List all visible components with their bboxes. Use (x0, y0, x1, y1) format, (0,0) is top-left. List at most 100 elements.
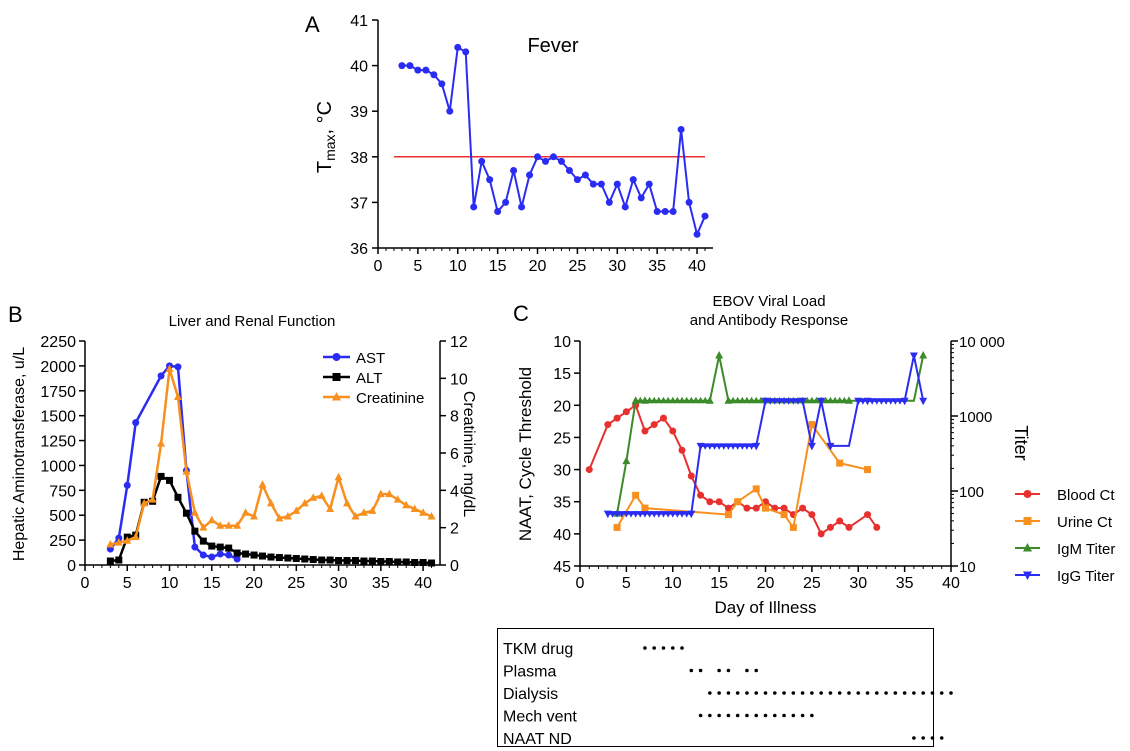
data-point-blood-ct (678, 446, 686, 454)
timeline-dot (745, 668, 749, 673)
y-tick-label: 20 (553, 398, 571, 415)
x-tick-label: 10 (664, 575, 682, 592)
data-point-alt (377, 558, 385, 566)
data-point-creatinine (376, 489, 385, 498)
panel-c-chart: C EBOV Viral Load and Antibody Response 10 1… (513, 293, 1115, 617)
data-point-igg-titer (710, 443, 718, 450)
data-point-creatinine (148, 495, 157, 503)
data-point-blood-ct (706, 498, 714, 506)
data-point-igg-titer (655, 511, 663, 518)
data-point-igg-titer (789, 398, 797, 405)
timeline-dot (949, 691, 953, 695)
data-point-igg-titer (678, 511, 686, 518)
data-point-ast (233, 555, 241, 563)
timeline-dot (800, 691, 805, 695)
x-tick-label: 35 (648, 258, 666, 275)
data-point-igg-titer (882, 398, 890, 405)
temperature-point (629, 176, 637, 184)
data-point-igm-titer (738, 396, 746, 404)
data-point-creatinine (173, 392, 182, 400)
timeline-dot (865, 691, 870, 695)
data-point-alt (368, 557, 376, 565)
timeline-dot (735, 713, 740, 718)
y2-tick-label: 100 (959, 484, 984, 501)
temperature-point (645, 180, 653, 188)
timeline-dot (856, 691, 861, 695)
panel-label-a: A (305, 12, 320, 37)
data-point-blood-ct (687, 472, 695, 480)
temperature-point (462, 48, 470, 56)
data-point-creatinine (368, 506, 377, 514)
data-point-igg-titer (873, 398, 881, 405)
data-point-igg-titer (627, 511, 635, 518)
data-point-creatinine (140, 498, 149, 507)
timeline-dot (745, 713, 749, 718)
data-point-igm-titer (836, 396, 844, 404)
data-point-blood-ct (622, 408, 630, 416)
data-point-igg-titer (887, 398, 895, 405)
timeline-label: Dialysis (503, 686, 558, 703)
temperature-point (661, 208, 669, 216)
timeline-dot (745, 691, 749, 695)
data-point-igg-titer (896, 398, 904, 405)
data-point-igg-titer (817, 397, 826, 406)
timeline-dot (735, 691, 740, 695)
panel-b-chart: B Liver and Renal Function025050075010001… (8, 302, 477, 592)
y2-tick-label: 4 (450, 483, 459, 500)
legend-label: Creatinine (356, 390, 424, 407)
temperature-point (677, 125, 685, 133)
data-point-blood-ct (604, 421, 612, 429)
timeline-label: NAAT ND (503, 731, 572, 748)
data-point-alt (225, 544, 233, 552)
data-point-urine-ct (724, 511, 732, 519)
data-point-igg-titer (748, 443, 756, 450)
temperature-point (406, 62, 414, 70)
timeline-dot (708, 713, 712, 718)
timeline-dot (847, 691, 851, 695)
x-tick-label: 30 (608, 258, 626, 275)
legend-label: Urine Ct (1057, 514, 1113, 531)
timeline-dot (800, 713, 805, 718)
data-point-creatinine (393, 495, 402, 503)
timeline-dot (680, 646, 684, 650)
data-point-igm-titer (697, 396, 705, 404)
timeline-dot (921, 736, 925, 740)
y-tick-label: 15 (553, 366, 571, 383)
data-point-alt (326, 556, 334, 564)
y2-tick-label: 1000 (959, 409, 992, 426)
timeline-label: Mech vent (503, 709, 577, 726)
legend-marker (1023, 490, 1032, 498)
data-point-alt (301, 555, 309, 563)
x-tick-label: 15 (710, 575, 728, 592)
data-point-alt (292, 555, 300, 563)
data-point-alt (428, 559, 436, 567)
data-point-urine-ct (613, 523, 621, 531)
timeline-label: TKM drug (503, 641, 573, 658)
data-point-creatinine (157, 439, 166, 447)
y-tick-label: 0 (67, 558, 76, 575)
data-point-alt (335, 557, 343, 565)
x-tick-label: 25 (803, 575, 821, 592)
y-tick-label: 250 (49, 533, 76, 550)
data-point-urine-ct (789, 523, 797, 531)
data-point-igg-titer (715, 443, 723, 450)
data-point-urine-ct (780, 511, 788, 519)
data-point-igm-titer (655, 396, 663, 404)
data-point-igg-titer (775, 398, 783, 405)
data-point-igm-titer (729, 396, 737, 404)
timeline-dot (939, 691, 944, 695)
x-tick-label: 5 (413, 258, 422, 275)
data-point-alt (191, 527, 199, 535)
y-tick-label: 38 (350, 150, 368, 167)
data-point-igm-titer (622, 456, 631, 465)
y-tick-label: 1250 (40, 434, 76, 451)
x-tick-label: 10 (449, 258, 467, 275)
data-point-igg-titer (766, 398, 774, 405)
y2-tick-label: 10 (450, 371, 468, 388)
data-point-creatinine (283, 511, 292, 520)
y2-tick-label: 0 (450, 558, 459, 575)
data-point-urine-ct (762, 504, 769, 512)
data-point-igg-titer (701, 443, 709, 450)
data-point-igm-titer (808, 396, 816, 404)
